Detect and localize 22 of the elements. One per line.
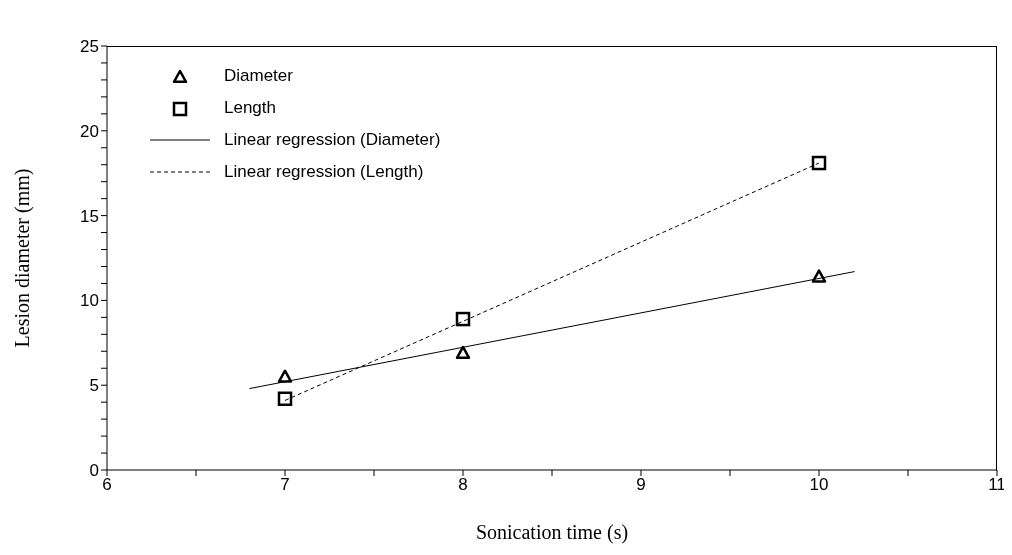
point [811,155,827,171]
y-tick-label: 0 [89,461,99,481]
x-tick-label: 6 [102,475,112,495]
legend-label: Linear regression (Diameter) [224,130,441,150]
point [277,391,293,407]
x-axis-title: Sonication time (s) [475,521,629,544]
x-tick-label: 10 [809,475,829,495]
x-tick-label: 9 [636,475,646,495]
x-tick-label: 8 [458,475,468,495]
point [455,345,471,360]
legend-label: Length [224,98,276,118]
y-tick-label: 5 [89,376,99,396]
legend-label: Diameter [224,66,293,86]
y-tick-label: 25 [80,37,99,57]
point [455,311,471,327]
y-axis-title: Lesion diameter (mm) [11,168,35,348]
x-tick-label: 7 [280,475,290,495]
legend-label: Linear regression (Length) [224,162,424,182]
y-tick-label: 20 [80,121,99,141]
y-tick-label: 15 [80,206,99,226]
y-tick-label: 10 [80,291,99,311]
x-tick-label: 11 [988,475,1006,495]
